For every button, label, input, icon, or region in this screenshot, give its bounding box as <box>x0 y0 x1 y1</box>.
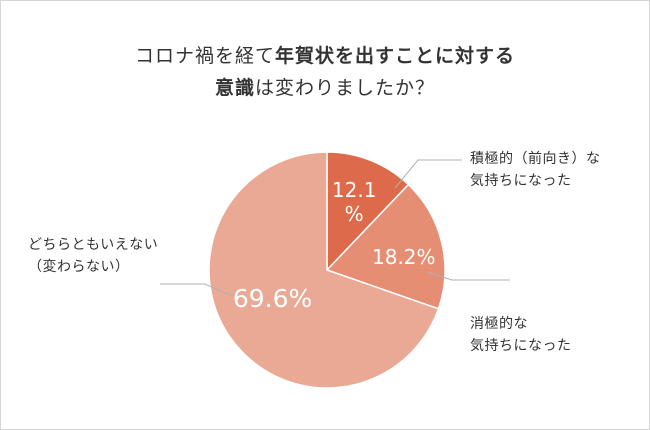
leader-line-0 <box>394 159 462 189</box>
value-label-2: 69.6% <box>233 284 312 313</box>
leader-lines <box>160 159 510 297</box>
value-label-0: 12.1 <box>332 178 377 202</box>
value-label-0: % <box>345 202 364 226</box>
callout-line: 気持ちになった <box>470 173 572 189</box>
pie-slice-2 <box>208 151 440 389</box>
value-labels: 12.1% 18.2% 69.6% <box>233 178 436 313</box>
chart-title: コロナ禍を経て年賀状を出すことに対する 意識は変わりましたか？ <box>0 40 650 104</box>
callout-line: 気持ちになった <box>470 338 572 354</box>
callout-line: （変わらない） <box>28 259 130 275</box>
leader-line-2 <box>160 283 233 297</box>
callout-label-1: 消極的な気持ちになった <box>470 313 572 357</box>
leader-line-1 <box>426 271 510 281</box>
pie-slice-1 <box>325 183 446 310</box>
title-line-1: コロナ禍を経て年賀状を出すことに対する <box>134 45 516 67</box>
title-line-2: 意識は変わりましたか？ <box>214 77 436 99</box>
callout-label-2: どちらともいえない （変わらない） <box>28 234 158 278</box>
value-label-1: 18.2% <box>372 245 436 269</box>
callout-line: どちらともいえない <box>28 237 159 253</box>
pie-slice-0 <box>326 151 410 272</box>
callout-line: 消極的な <box>470 316 528 332</box>
pie-slices <box>208 151 446 389</box>
callout-line: 積極的（前向き）な <box>470 151 601 167</box>
callout-label-0: 積極的（前向き）な 気持ちになった <box>470 148 601 192</box>
